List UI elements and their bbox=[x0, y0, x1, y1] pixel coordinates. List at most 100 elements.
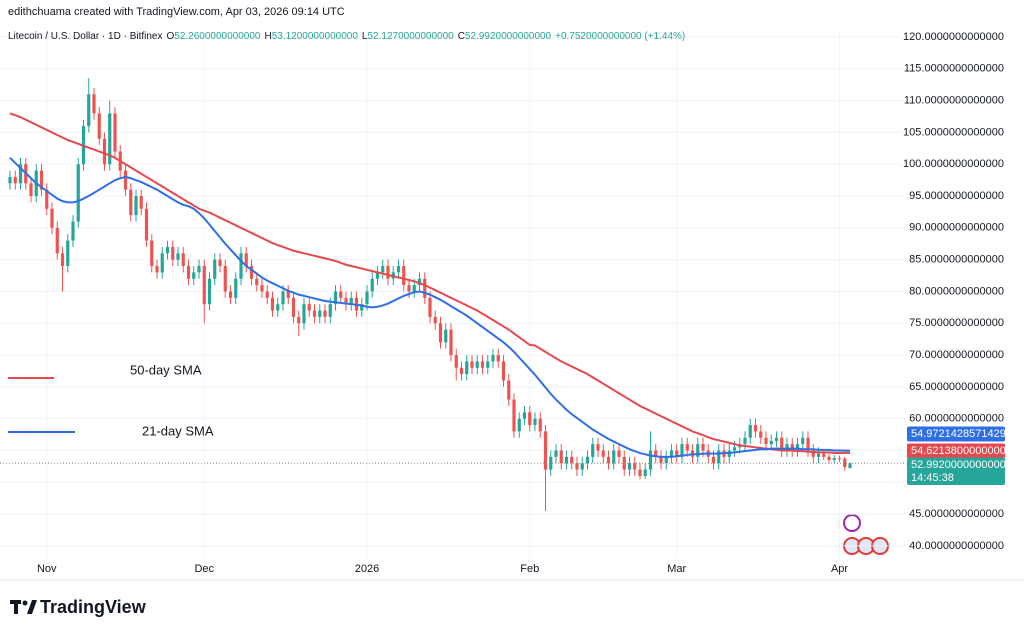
candle-body bbox=[517, 418, 521, 432]
y-tick-label: 60.0000000000000 bbox=[909, 413, 1004, 425]
candle-body bbox=[685, 444, 689, 451]
y-tick-label: 45.0000000000000 bbox=[909, 508, 1004, 520]
sma-line bbox=[9, 112, 850, 455]
candle-body bbox=[559, 450, 563, 464]
candle-body bbox=[123, 170, 128, 190]
candle-body bbox=[501, 361, 506, 381]
candle-body bbox=[60, 253, 65, 267]
candle-body bbox=[507, 380, 511, 400]
candle-body bbox=[580, 463, 584, 470]
candle-body bbox=[134, 196, 138, 216]
candle-body bbox=[50, 208, 54, 228]
candle-body bbox=[412, 285, 416, 292]
candle-body bbox=[554, 450, 558, 457]
candle-body bbox=[281, 291, 285, 305]
candle-body bbox=[260, 285, 264, 292]
candle-body bbox=[470, 361, 474, 368]
plot-area bbox=[0, 30, 905, 558]
candle-body bbox=[816, 453, 821, 457]
candle-body bbox=[165, 246, 170, 254]
candle-body bbox=[45, 189, 49, 209]
candle-body bbox=[480, 361, 485, 368]
candle-body bbox=[465, 361, 469, 375]
candle-body bbox=[265, 291, 269, 298]
candle-body bbox=[150, 240, 154, 267]
y-tick-label: 75.0000000000000 bbox=[909, 317, 1004, 329]
candle-body bbox=[570, 456, 574, 464]
candle-body bbox=[407, 285, 411, 292]
candle-body bbox=[753, 425, 758, 432]
candle-body bbox=[601, 450, 605, 457]
y-tick-label: 115.0000000000000 bbox=[904, 63, 1004, 75]
logo-part bbox=[27, 600, 37, 614]
candle-body bbox=[339, 291, 343, 298]
y-tick-label: 80.0000000000000 bbox=[909, 285, 1004, 297]
candle-body bbox=[528, 412, 532, 426]
candle-body bbox=[113, 113, 117, 152]
candle-body bbox=[522, 412, 527, 419]
candle-body bbox=[627, 463, 632, 470]
candle-body bbox=[748, 425, 752, 438]
candle-body bbox=[512, 399, 516, 432]
candle-body bbox=[423, 278, 427, 298]
candle-body bbox=[428, 297, 432, 317]
candle-body bbox=[207, 278, 212, 305]
candle-body bbox=[743, 437, 747, 445]
candle-body bbox=[769, 440, 773, 445]
candle-body bbox=[696, 444, 700, 457]
candle-body bbox=[307, 304, 311, 311]
ohlc-legend: Litecoin / U.S. Dollar · 1D · Bitfinex O 5… bbox=[8, 31, 685, 42]
candle-body bbox=[129, 189, 133, 216]
candle-body bbox=[365, 291, 369, 305]
candle-body bbox=[323, 310, 327, 317]
y-tick-label: 65.0000000000000 bbox=[909, 381, 1004, 393]
candle-body bbox=[333, 291, 338, 305]
y-tick-label: 120.0000000000000 bbox=[903, 31, 1004, 43]
y-tick-label: 105.0000000000000 bbox=[903, 126, 1004, 138]
candle-body bbox=[491, 355, 495, 362]
candle-body bbox=[97, 113, 101, 139]
candle-body bbox=[228, 291, 233, 298]
candle-body bbox=[585, 456, 590, 464]
candle-body bbox=[370, 278, 374, 292]
candle-body bbox=[291, 297, 296, 317]
logo-mark bbox=[10, 600, 37, 614]
icon bbox=[843, 514, 861, 532]
ohlc-key: C bbox=[458, 31, 465, 42]
candle-body bbox=[538, 418, 542, 432]
candle-body bbox=[176, 253, 180, 260]
candle-body bbox=[144, 208, 149, 241]
candle-body bbox=[801, 437, 805, 445]
candle-body bbox=[192, 272, 196, 279]
candle-body bbox=[785, 444, 789, 451]
symbol: Litecoin / U.S. Dollar · 1D · Bitfinex bbox=[8, 31, 163, 42]
candle-body bbox=[218, 259, 222, 267]
candle-body bbox=[18, 164, 23, 184]
candle-body bbox=[654, 450, 658, 457]
candle-body bbox=[549, 456, 553, 470]
ohlc-key: O bbox=[167, 31, 175, 42]
candle-body bbox=[827, 456, 831, 461]
ohlc-value: 53.1200000000000 bbox=[272, 31, 359, 42]
candle-body bbox=[396, 266, 401, 273]
candle-body bbox=[213, 259, 217, 279]
candle-body bbox=[108, 113, 112, 165]
candle-body bbox=[55, 227, 59, 254]
candle-body bbox=[475, 361, 479, 368]
candle-body bbox=[732, 447, 737, 451]
candle-body bbox=[328, 304, 332, 317]
candle-body bbox=[312, 310, 317, 317]
candle-body bbox=[459, 367, 464, 375]
candle-body bbox=[701, 444, 705, 451]
y-tick-label: 90.0000000000000 bbox=[909, 222, 1004, 234]
credit: edithchuama created with TradingView.com… bbox=[8, 6, 345, 18]
candle-body bbox=[444, 329, 448, 343]
y-tick-label: 95.0000000000000 bbox=[909, 190, 1004, 202]
candle-body bbox=[659, 456, 663, 464]
y-tick-label: 40.0000000000000 bbox=[909, 540, 1004, 552]
y-tick-label: 70.0000000000000 bbox=[909, 349, 1004, 361]
candle-body bbox=[39, 170, 44, 190]
candle-body bbox=[381, 266, 385, 273]
x-tick-label: Mar bbox=[667, 563, 686, 575]
